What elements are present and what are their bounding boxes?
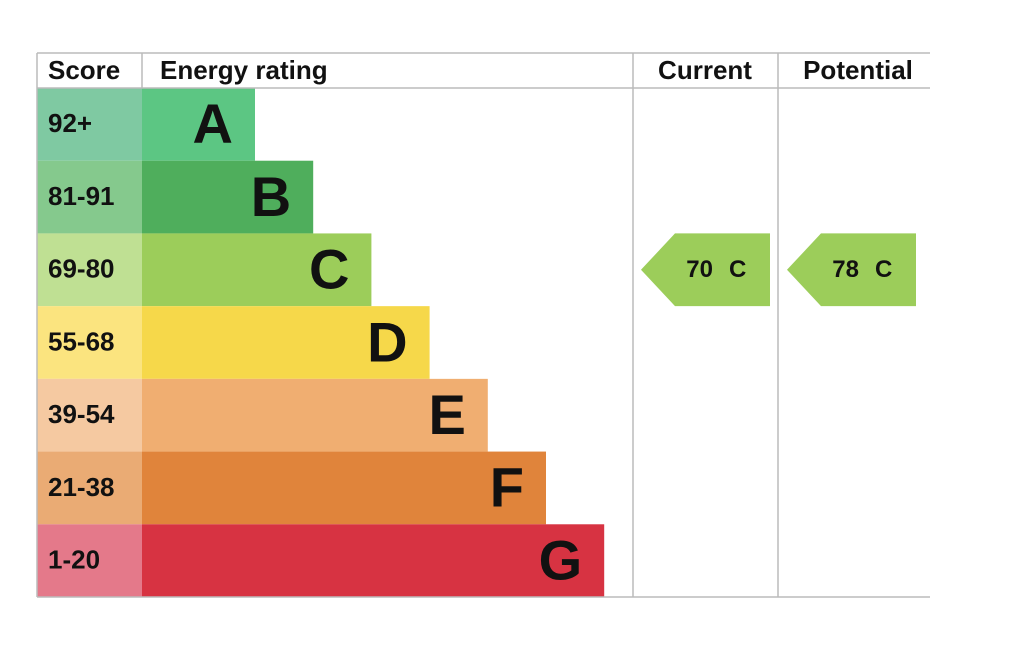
potential-value: 78: [832, 256, 859, 283]
band-letter: A: [193, 92, 233, 155]
score-label: 92+: [48, 108, 92, 138]
score-cell: [37, 160, 142, 234]
score-label: 81-91: [48, 181, 115, 211]
current-arrow: [641, 233, 770, 307]
score-cell: [37, 524, 142, 597]
score-label: 1-20: [48, 545, 100, 575]
band-letter: D: [367, 310, 407, 373]
score-cell: [37, 306, 142, 379]
rating-bar: [142, 524, 605, 597]
potential-letter: C: [875, 256, 892, 283]
rating-bar: [142, 88, 255, 161]
band-letter: G: [539, 528, 583, 591]
band-letter: E: [428, 383, 465, 446]
rating-bar: [142, 306, 430, 379]
band-letter: F: [490, 456, 524, 519]
current-letter: C: [729, 256, 746, 283]
score-label: 69-80: [48, 254, 115, 284]
score-label: 39-54: [48, 399, 115, 429]
header-label: Potential: [803, 55, 913, 85]
header-label: Score: [48, 55, 120, 85]
band-letter: B: [251, 165, 291, 228]
score-label: 55-68: [48, 326, 115, 356]
current-value: 70: [686, 256, 713, 283]
score-cell: [37, 233, 142, 307]
score-cell: [37, 451, 142, 525]
score-cell: [37, 378, 142, 452]
rating-bar: [142, 160, 314, 234]
rating-bar: [142, 378, 488, 452]
score-label: 21-38: [48, 472, 115, 502]
rating-bar: [142, 233, 372, 307]
header-label: Energy rating: [160, 55, 328, 85]
rating-bar: [142, 451, 546, 525]
band-letter: C: [309, 238, 349, 301]
score-cell: [37, 88, 142, 161]
potential-arrow: [787, 233, 916, 307]
header-label: Current: [658, 55, 752, 85]
